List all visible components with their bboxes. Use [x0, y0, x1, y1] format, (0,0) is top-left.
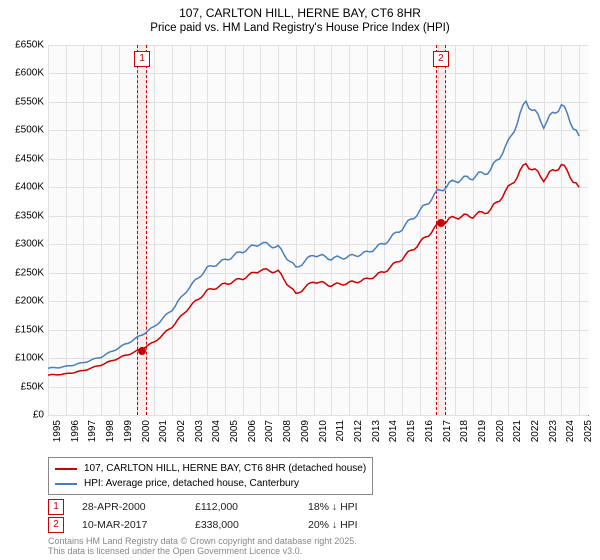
- x-axis-label: 1997: [87, 420, 98, 442]
- transaction-date: 28-APR-2000: [82, 501, 177, 513]
- x-axis-label: 2023: [548, 420, 559, 442]
- x-axis-label: 2015: [406, 420, 417, 442]
- transaction-date: 10-MAR-2017: [82, 519, 177, 531]
- table-row: 1 28-APR-2000 £112,000 18% ↓ HPI: [48, 498, 403, 516]
- marker-badge: 2: [433, 51, 449, 67]
- legend-item: 107, CARLTON HILL, HERNE BAY, CT6 8HR (d…: [55, 461, 366, 476]
- x-axis-label: 1995: [52, 420, 63, 442]
- y-axis-label: £550K: [15, 96, 44, 107]
- x-axis-label: 2016: [424, 420, 435, 442]
- y-axis-label: £300K: [15, 239, 44, 250]
- x-axis-label: 1998: [105, 420, 116, 442]
- y-axis-label: £350K: [15, 210, 44, 221]
- y-axis-label: £200K: [15, 296, 44, 307]
- y-axis-label: £50K: [21, 381, 44, 392]
- x-axis-label: 2000: [141, 420, 152, 442]
- marker-badge: 1: [48, 499, 64, 515]
- x-axis-label: 2012: [353, 420, 364, 442]
- marker-dot: [437, 219, 445, 227]
- legend-item: HPI: Average price, detached house, Cant…: [55, 476, 366, 491]
- transaction-delta: 18% ↓ HPI: [308, 501, 403, 513]
- legend-swatch: [55, 468, 77, 470]
- x-axis-label: 2020: [495, 420, 506, 442]
- y-axis-label: £100K: [15, 353, 44, 364]
- transaction-price: £112,000: [195, 501, 290, 513]
- copyright-line: Contains HM Land Registry data © Crown c…: [48, 536, 357, 546]
- copyright-line: This data is licensed under the Open Gov…: [48, 546, 302, 556]
- legend-swatch: [55, 483, 77, 485]
- x-axis-label: 2013: [371, 420, 382, 442]
- y-axis-label: £450K: [15, 153, 44, 164]
- transactions-table: 1 28-APR-2000 £112,000 18% ↓ HPI 2 10-MA…: [48, 498, 403, 534]
- y-axis-label: £600K: [15, 68, 44, 79]
- y-axis-label: £250K: [15, 267, 44, 278]
- x-axis-label: 2006: [247, 420, 258, 442]
- y-axis-label: £650K: [15, 40, 44, 51]
- x-axis-label: 2025: [583, 420, 594, 442]
- transaction-price: £338,000: [195, 519, 290, 531]
- x-axis-label: 2019: [477, 420, 488, 442]
- x-axis-label: 2005: [229, 420, 240, 442]
- x-axis-label: 2018: [459, 420, 470, 442]
- table-row: 2 10-MAR-2017 £338,000 20% ↓ HPI: [48, 516, 403, 534]
- y-axis-label: £400K: [15, 182, 44, 193]
- x-axis-label: 2001: [158, 420, 169, 442]
- x-axis-label: 2004: [211, 420, 222, 442]
- x-axis-label: 1999: [123, 420, 134, 442]
- x-axis-label: 2009: [300, 420, 311, 442]
- chart-lines: [48, 45, 588, 415]
- x-axis-label: 2017: [442, 420, 453, 442]
- x-axis-label: 2002: [176, 420, 187, 442]
- transaction-delta: 20% ↓ HPI: [308, 519, 403, 531]
- x-axis-label: 1996: [70, 420, 81, 442]
- x-axis-label: 2022: [530, 420, 541, 442]
- legend-label: 107, CARLTON HILL, HERNE BAY, CT6 8HR (d…: [84, 463, 366, 474]
- x-axis-label: 2003: [194, 420, 205, 442]
- y-axis-label: £500K: [15, 125, 44, 136]
- chart-title-address: 107, CARLTON HILL, HERNE BAY, CT6 8HR: [0, 6, 600, 20]
- chart-title-subtitle: Price paid vs. HM Land Registry's House …: [0, 22, 600, 34]
- gridline-horizontal: [48, 415, 588, 416]
- y-axis-label: £150K: [15, 324, 44, 335]
- x-axis-label: 2008: [282, 420, 293, 442]
- y-axis-label: £0: [33, 410, 44, 421]
- x-axis-label: 2014: [388, 420, 399, 442]
- x-axis-label: 2007: [264, 420, 275, 442]
- x-axis-label: 2011: [335, 420, 346, 442]
- x-axis-label: 2021: [512, 420, 523, 442]
- marker-badge: 1: [134, 51, 150, 67]
- marker-dot: [138, 347, 146, 355]
- copyright: Contains HM Land Registry data © Crown c…: [48, 537, 357, 557]
- x-axis-label: 2010: [318, 420, 329, 442]
- legend-label: HPI: Average price, detached house, Cant…: [84, 478, 299, 489]
- legend: 107, CARLTON HILL, HERNE BAY, CT6 8HR (d…: [48, 457, 373, 495]
- marker-badge: 2: [48, 517, 64, 533]
- series-line: [48, 101, 579, 368]
- x-axis-label: 2024: [565, 420, 576, 442]
